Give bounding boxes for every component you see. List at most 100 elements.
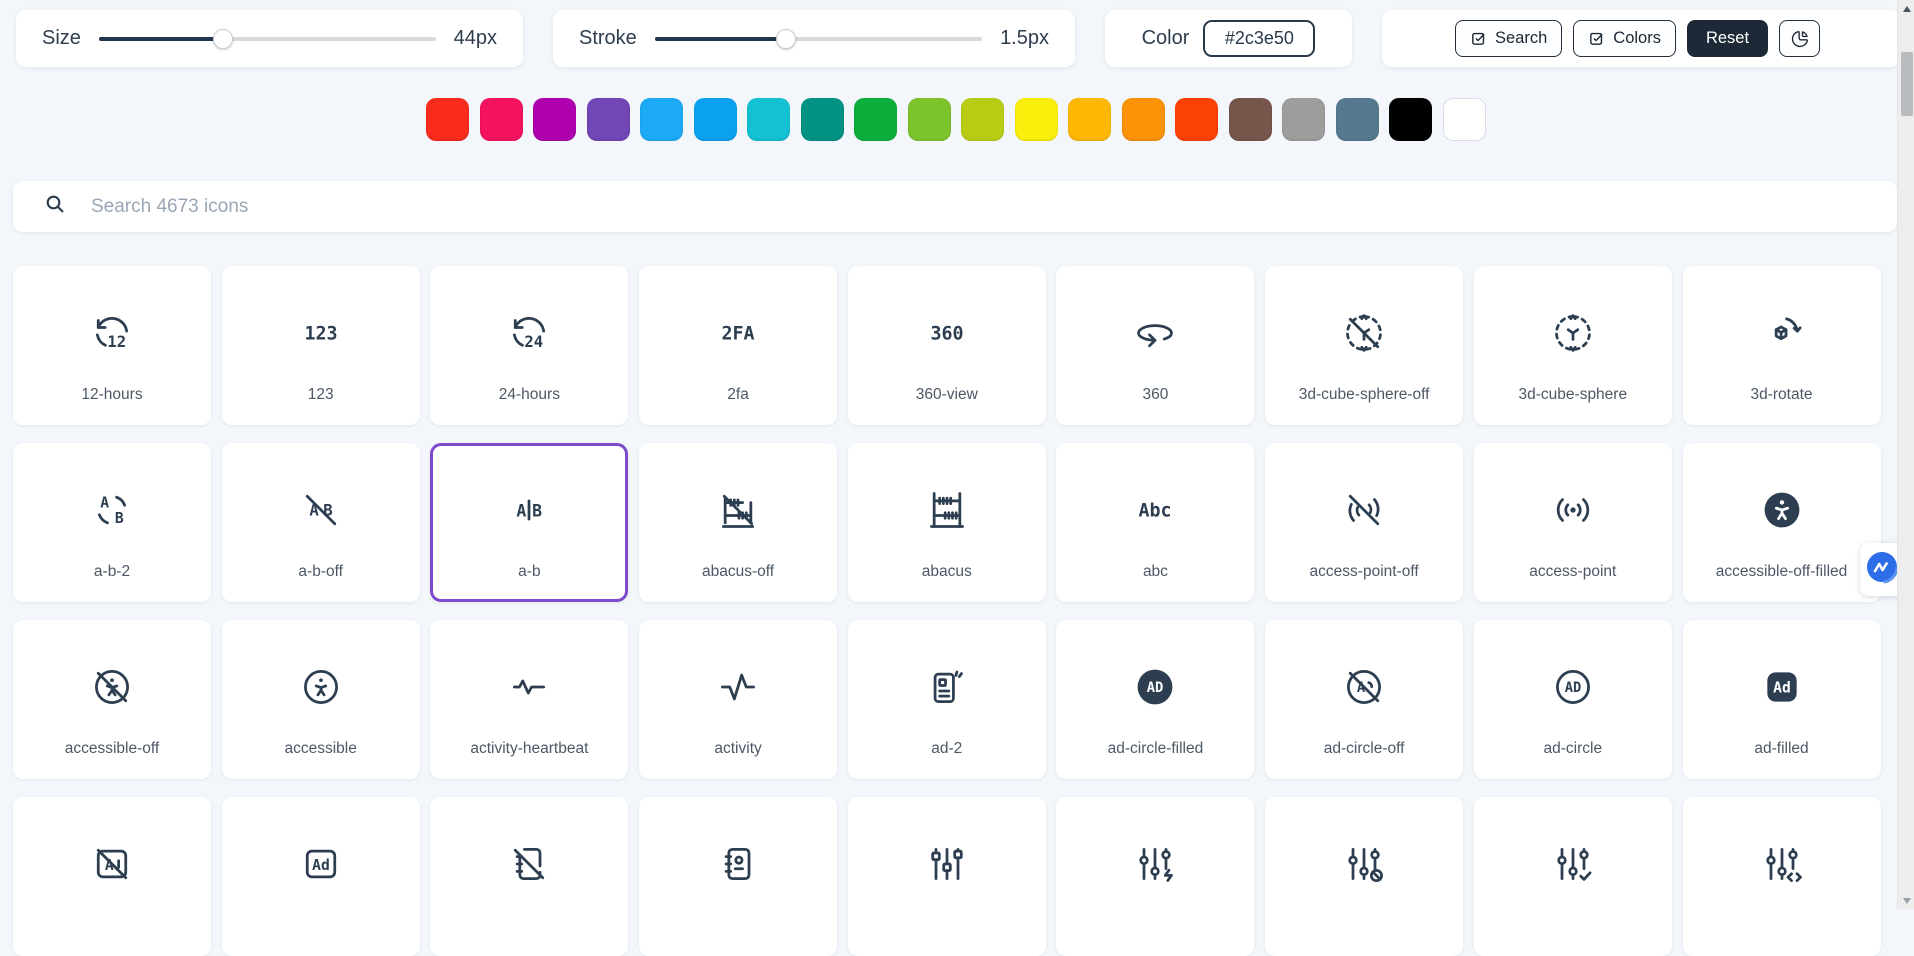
access-point-off-icon [1342, 488, 1386, 532]
icon-card-label: 12-hours [81, 386, 143, 403]
palette-swatch-6[interactable] [747, 98, 790, 141]
palette-swatch-4[interactable] [640, 98, 683, 141]
ad-circle-off-icon: A [1342, 665, 1386, 709]
icon-card-ad-off[interactable]: A [13, 797, 211, 956]
icon-card-12-hours[interactable]: 12 12-hours [13, 266, 211, 425]
icon-card-ad-2[interactable]: ad-2 [847, 620, 1046, 779]
palette-swatch-1[interactable] [479, 98, 523, 141]
stroke-label: Stroke [579, 27, 637, 49]
size-label: Size [42, 27, 81, 49]
icon-card-ad[interactable]: Ad [221, 797, 420, 956]
svg-text:A: A [309, 502, 319, 520]
palette-swatch-15[interactable] [1228, 98, 1272, 141]
palette-swatch-19[interactable] [1442, 98, 1486, 141]
size-slider-thumb[interactable] [213, 28, 234, 49]
address-book-icon [716, 842, 760, 886]
12-hours-icon: 12 [90, 311, 134, 355]
extension-widget-button[interactable] [1860, 543, 1904, 596]
icon-card-24-hours[interactable]: 24 24-hours [430, 266, 629, 425]
icon-card-activity[interactable]: activity [639, 620, 838, 779]
icon-card-label: 3d-cube-sphere [1518, 386, 1628, 403]
3d-cube-sphere-icon [1551, 311, 1595, 355]
palette-swatch-11[interactable] [1014, 98, 1058, 141]
search-input[interactable] [91, 195, 1867, 218]
icon-card-label: ad-filled [1754, 740, 1809, 757]
colors-toggle-button[interactable]: Colors [1573, 20, 1676, 57]
icon-card-abacus-off[interactable]: abacus-off [639, 443, 838, 602]
palette-swatch-12[interactable] [1068, 98, 1111, 141]
icon-card-ad-circle[interactable]: AD ad-circle [1473, 620, 1672, 779]
color-input[interactable] [1203, 20, 1316, 57]
icon-card-accessible-off-filled[interactable]: accessible-off-filled [1682, 443, 1881, 602]
palette-swatch-10[interactable] [961, 98, 1004, 141]
stroke-value: 1.5px [1000, 27, 1049, 49]
svg-text:2FA: 2FA [722, 323, 755, 344]
size-slider-track[interactable] [98, 36, 436, 41]
adjustments-code-icon [1760, 842, 1804, 886]
ad-circle-filled-icon: AD [1133, 665, 1177, 709]
palette-swatch-3[interactable] [586, 98, 630, 141]
svg-text:B: B [115, 510, 124, 527]
icon-card-access-point-off[interactable]: access-point-off [1265, 443, 1464, 602]
size-slider[interactable] [98, 28, 436, 49]
icon-card-2fa[interactable]: 2FA 2fa [639, 266, 838, 425]
icon-card-adjustments-check[interactable] [1473, 797, 1672, 956]
icon-card-activity-heartbeat[interactable]: activity-heartbeat [430, 620, 629, 779]
palette-swatch-2[interactable] [533, 98, 576, 141]
icon-card-abacus[interactable]: abacus [847, 443, 1046, 602]
icon-card-ad-circle-filled[interactable]: AD ad-circle-filled [1056, 620, 1255, 779]
icon-card-ad-filled[interactable]: Ad ad-filled [1682, 620, 1881, 779]
icon-card-360[interactable]: 360 [1056, 266, 1255, 425]
accessible-off-filled-icon [1760, 488, 1804, 532]
stroke-slider-fill [654, 36, 786, 41]
svg-text:B: B [323, 502, 332, 520]
icon-card-3d-rotate[interactable]: 3d-rotate [1682, 266, 1881, 425]
abc-icon: Abc [1133, 488, 1177, 532]
palette-swatch-5[interactable] [693, 98, 737, 141]
palette-swatch-0[interactable] [426, 98, 469, 141]
scrollbar-down-button[interactable] [1898, 892, 1914, 909]
search-icon [43, 192, 67, 221]
icon-card-label: a-b-off [298, 563, 343, 580]
palette-swatch-8[interactable] [854, 98, 897, 141]
icon-card-abc[interactable]: Abc abc [1056, 443, 1255, 602]
palette-swatch-7[interactable] [800, 98, 844, 141]
icon-card-3d-cube-sphere-off[interactable]: 3d-cube-sphere-off [1265, 266, 1464, 425]
icon-card-accessible[interactable]: accessible [221, 620, 420, 779]
scrollbar-up-button[interactable] [1898, 0, 1914, 17]
icon-card-access-point[interactable]: access-point [1473, 443, 1672, 602]
palette-swatch-9[interactable] [907, 98, 951, 141]
icon-card-address-book[interactable] [639, 797, 838, 956]
icon-card-3d-cube-sphere[interactable]: 3d-cube-sphere [1473, 266, 1672, 425]
search-toggle-button[interactable]: Search [1455, 20, 1563, 57]
icon-card-adjustments-bolt[interactable] [1056, 797, 1255, 956]
palette-swatch-18[interactable] [1389, 98, 1432, 141]
icon-card-adjustments-alt[interactable] [847, 797, 1046, 956]
reset-button[interactable]: Reset [1686, 20, 1769, 57]
icon-card-adjustments-cancel[interactable] [1265, 797, 1464, 956]
page-scrollbar[interactable] [1897, 0, 1914, 909]
stroke-slider-thumb[interactable] [775, 28, 796, 49]
icon-card-360-view[interactable]: 360 360-view [847, 266, 1046, 425]
theme-pie-button[interactable] [1779, 20, 1821, 57]
color-control-card: Color [1105, 10, 1352, 67]
icon-card-address-book-off[interactable] [430, 797, 629, 956]
scrollbar-thumb[interactable] [1900, 52, 1913, 116]
palette-swatch-14[interactable] [1175, 98, 1218, 141]
icon-card-label: abacus [921, 563, 972, 580]
stroke-slider-track[interactable] [654, 36, 983, 41]
activity-heartbeat-icon [507, 665, 551, 709]
icon-card-123[interactable]: 123 123 [221, 266, 420, 425]
icon-card-adjustments-code[interactable] [1682, 797, 1881, 956]
icon-card-accessible-off[interactable]: accessible-off [13, 620, 211, 779]
extension-logo-icon [1865, 550, 1899, 589]
palette-swatch-13[interactable] [1121, 98, 1165, 141]
stroke-slider[interactable] [654, 28, 983, 49]
palette-swatch-17[interactable] [1335, 98, 1379, 141]
palette-swatch-16[interactable] [1282, 98, 1325, 141]
icon-card-label: 360-view [915, 386, 978, 403]
